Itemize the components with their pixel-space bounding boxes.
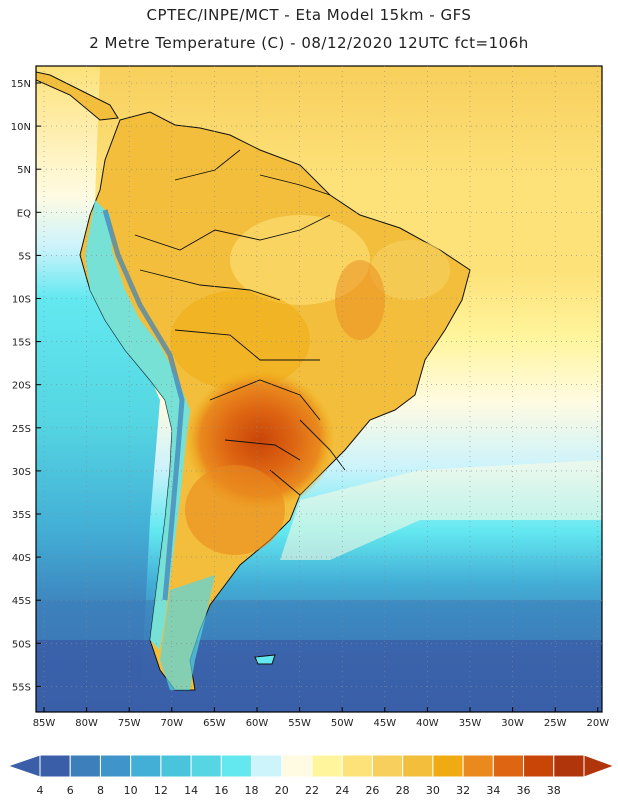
lat-label: 55S	[12, 682, 31, 693]
map-title-line2: 2 Metre Temperature (C) - 08/12/2020 12U…	[89, 34, 529, 52]
colorbar-left-arrow	[6, 754, 41, 778]
lon-label: 60W	[246, 718, 269, 729]
lon-label: 25W	[544, 718, 567, 729]
lon-label: 45W	[373, 718, 396, 729]
colorbar-label: 38	[547, 784, 561, 797]
colorbar-right-arrow	[583, 754, 616, 778]
colorbar-swatch	[39, 754, 71, 778]
lat-label: 10S	[12, 295, 31, 306]
colorbar-swatch	[523, 754, 555, 778]
lat-label: 20S	[12, 381, 31, 392]
falkland-islands	[254, 654, 276, 665]
colorbar-swatch	[462, 754, 494, 778]
colorbar-label: 18	[245, 784, 259, 797]
colorbar-label: 12	[154, 784, 168, 797]
colorbar-label: 22	[305, 784, 319, 797]
latitude-labels: 15N 10N 5N EQ 5S 10S 15S 20S 25S 30S 35S 40S 45S 50S 5…	[11, 79, 31, 693]
colorbar-label: 10	[124, 784, 138, 797]
colorbar-label: 26	[365, 784, 379, 797]
colorbar-swatch	[160, 754, 192, 778]
lat-label: 5S	[18, 251, 31, 262]
lat-label: 15S	[12, 338, 31, 349]
colorbar-swatch	[220, 754, 253, 778]
lon-label: 85W	[33, 718, 56, 729]
lat-label: 15N	[11, 79, 31, 90]
country-borders	[134, 149, 346, 496]
colorbar-swatch	[190, 754, 222, 778]
colorbar-swatch	[432, 754, 464, 778]
lat-label: 35S	[12, 510, 31, 521]
colorbar-swatch	[130, 754, 162, 778]
lon-label: 20W	[586, 718, 609, 729]
lon-label: 80W	[75, 718, 98, 729]
lon-label: 55W	[288, 718, 311, 729]
colorbar-swatch	[553, 754, 585, 778]
map-frame	[35, 65, 603, 713]
lon-label: 75W	[118, 718, 141, 729]
colorbar: 4 6 8 10 12 14 16 18 20 22 24 26 28 30 32 34 36 38	[6, 754, 616, 797]
lat-label: EQ	[17, 208, 31, 219]
colorbar-label: 16	[214, 784, 228, 797]
pacific-ocean-field	[36, 66, 160, 712]
colorbar-label: 28	[396, 784, 410, 797]
colorbar-label: 4	[37, 784, 44, 797]
colorbar-swatch	[311, 754, 343, 778]
lon-label: 65W	[203, 718, 226, 729]
andes-cool-zone	[85, 200, 190, 650]
lat-lon-grid	[36, 66, 602, 712]
colorbar-swatch	[492, 754, 525, 778]
lat-label: 45S	[12, 596, 31, 607]
colorbar-label: 8	[97, 784, 104, 797]
lat-label: 10N	[11, 122, 31, 133]
lat-label: 25S	[12, 424, 31, 435]
colorbar-swatch	[371, 754, 404, 778]
lon-label: 35W	[459, 718, 482, 729]
colorbar-label: 24	[335, 784, 349, 797]
lat-label: 40S	[12, 553, 31, 564]
lon-label: 40W	[416, 718, 439, 729]
lat-label: 30S	[12, 467, 31, 478]
map-title-line1: CPTEC/INPE/MCT - Eta Model 15km - GFS	[146, 6, 472, 24]
colorbar-label: 34	[486, 784, 500, 797]
lon-label: 30W	[501, 718, 524, 729]
colorbar-label: 30	[426, 784, 440, 797]
longitude-labels: 85W 80W 75W 70W 65W 60W 55W 50W 45W 40W 35W 30W 25W 2…	[33, 718, 610, 729]
lon-label: 50W	[331, 718, 354, 729]
lat-label: 5N	[17, 165, 31, 176]
colorbar-swatch	[281, 754, 313, 778]
colorbar-label: 14	[184, 784, 198, 797]
colorbar-swatch	[99, 754, 132, 778]
colorbar-swatch	[341, 754, 373, 778]
colorbar-label: 20	[275, 784, 289, 797]
colorbar-label: 6	[67, 784, 74, 797]
colorbar-label: 32	[456, 784, 470, 797]
lon-label: 70W	[160, 718, 183, 729]
colorbar-swatch	[402, 754, 434, 778]
colorbar-label: 36	[517, 784, 531, 797]
lat-label: 50S	[12, 639, 31, 650]
colorbar-swatch	[251, 754, 283, 778]
colorbar-swatch	[69, 754, 101, 778]
